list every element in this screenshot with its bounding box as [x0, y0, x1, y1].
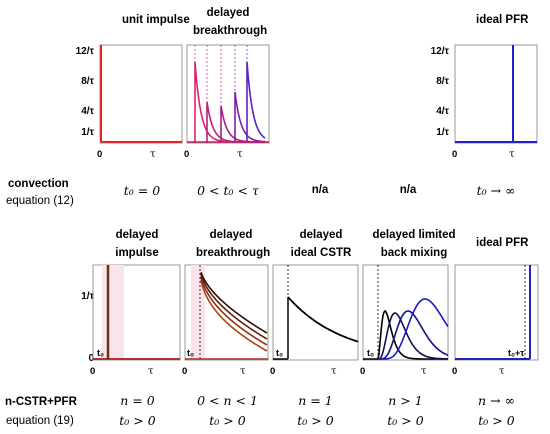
y-tick-1-pfr: 1/τ	[436, 127, 449, 138]
convection-label: convection	[8, 178, 69, 190]
title-delayed-cstr-2: ideal CSTR	[290, 247, 352, 259]
t0-label-4: t₀	[367, 348, 375, 358]
y-tick-4-pfr: 4/τ	[436, 106, 449, 117]
x-tau-label-3: τ	[509, 149, 515, 160]
convection-equation: equation (12)	[6, 195, 74, 207]
breakthrough-curve	[233, 91, 266, 143]
title-delayed-impulse: delayed	[115, 229, 159, 241]
panel-delayed-impulse	[92, 264, 181, 361]
title-delayed-impulse-2: impulse	[115, 247, 159, 259]
back-mixing-curve	[377, 312, 448, 360]
y-tick-12-pfr: 12/τ	[430, 46, 449, 57]
t0-label-3: t₀	[276, 348, 284, 358]
title-delayed-breakthrough: delayed	[209, 229, 253, 241]
n-cond-3: n = 1	[298, 393, 333, 408]
x-tau-bottom-4: τ	[421, 366, 427, 377]
n-cond-1: n = 0	[120, 393, 155, 408]
y-tick-8-pfr: 8/τ	[436, 76, 449, 87]
x-tau-bottom-5: τ	[499, 366, 505, 377]
panel-unit-impulse	[99, 44, 183, 144]
t0-label-1: t₀	[97, 348, 105, 358]
y-tick-12: 12/τ	[75, 46, 94, 57]
t0-label-2: t₀	[187, 348, 195, 358]
title-ideal-pfr-bottom: ideal PFR	[476, 237, 529, 249]
panel-ideal-pfr-top	[454, 44, 538, 144]
x-tau-label-2: τ	[237, 149, 243, 160]
x-tau-bottom-3: τ	[331, 366, 337, 377]
x-zero-label-2: 0	[184, 149, 190, 160]
n-cond-5: n → ∞	[478, 393, 515, 408]
panel-ideal-pfr-bottom	[454, 264, 539, 361]
y-tick-1-bottom: 1/τ	[81, 291, 94, 302]
back-mixing-curve	[378, 298, 449, 360]
breakthrough-curve	[193, 61, 265, 143]
title-ideal-pfr-top: ideal PFR	[476, 14, 529, 26]
x-tau-label: τ	[150, 149, 156, 160]
conv-cond-4: n/a	[399, 184, 417, 196]
title-limited-back-mixing: delayed limited	[372, 229, 456, 241]
breakthrough-decay-curve	[200, 276, 268, 346]
panel-delayed-breakthrough-top	[186, 44, 270, 144]
title-delayed-breakthrough-top-2: breakthrough	[193, 25, 268, 37]
x-zero-bottom-4: 0	[360, 366, 366, 377]
title-limited-back-mixing-2: back mixing	[380, 247, 448, 259]
panel-limited-back-mixing	[362, 264, 449, 361]
x-zero-label-3: 0	[452, 149, 458, 160]
x-tau-bottom-2: τ	[240, 366, 246, 377]
n-cond-2: 0 < n < 1	[197, 393, 258, 408]
y-zero-bottom: 0	[88, 353, 94, 364]
breakthrough-decay-curve	[200, 279, 268, 352]
conv-cond-1: t₀ = 0	[123, 183, 161, 198]
t0-cond-4: t₀ > 0	[387, 413, 424, 428]
x-zero-bottom-1: 0	[90, 366, 96, 377]
ncstr-label: n-CSTR+PFR	[5, 396, 77, 408]
breakthrough-decay-curve	[200, 272, 268, 334]
conv-cond-5: t₀ → ∞	[476, 183, 516, 198]
breakthrough-curve	[219, 105, 265, 143]
x-tau-bottom-1: τ	[148, 366, 154, 377]
conv-cond-2: 0 < t₀ < τ	[197, 183, 259, 198]
breakthrough-curve	[245, 61, 266, 143]
t0-cond-3: t₀ > 0	[297, 413, 334, 428]
title-delayed-breakthrough-top: delayed	[206, 7, 250, 19]
title-delayed-cstr: delayed	[299, 229, 343, 241]
t0-cond-5: t₀ > 0	[478, 413, 515, 428]
conv-cond-3: n/a	[311, 184, 329, 196]
n-cond-4: n > 1	[388, 393, 423, 408]
title-unit-impulse: unit impulse	[122, 14, 190, 26]
t0-cond-2: t₀ > 0	[209, 413, 246, 428]
t0-cond-1: t₀ > 0	[119, 413, 156, 428]
panel-delayed-breakthrough	[184, 264, 269, 361]
t0-tau-label: t₀+τ	[508, 348, 525, 358]
x-zero-bottom-3: 0	[270, 366, 276, 377]
y-tick-1: 1/τ	[81, 127, 94, 138]
panel-delayed-cstr	[272, 264, 359, 361]
title-delayed-breakthrough-2: breakthrough	[196, 247, 271, 259]
x-zero-label: 0	[97, 149, 103, 160]
breakthrough-decay-curve	[200, 273, 268, 340]
y-tick-4: 4/τ	[81, 106, 94, 117]
x-zero-bottom-5: 0	[452, 366, 458, 377]
x-zero-bottom-2: 0	[182, 366, 188, 377]
y-tick-8: 8/τ	[81, 76, 94, 87]
ncstr-equation: equation (19)	[6, 415, 74, 427]
